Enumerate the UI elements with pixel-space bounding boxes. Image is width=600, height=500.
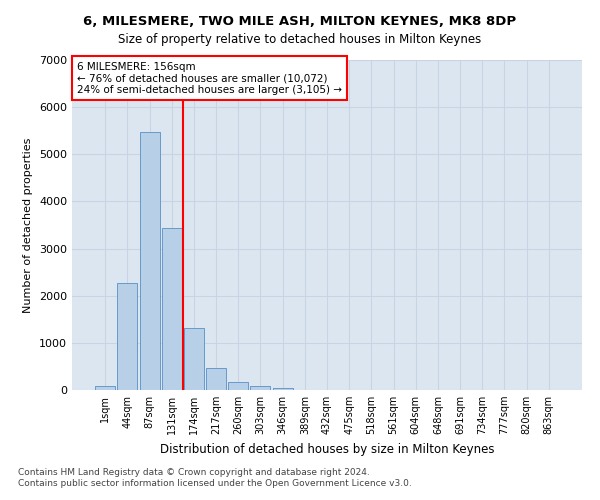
- Bar: [272, 388, 293, 390]
- Text: Size of property relative to detached houses in Milton Keynes: Size of property relative to detached ho…: [118, 32, 482, 46]
- Text: 6 MILESMERE: 156sqm
← 76% of detached houses are smaller (10,072)
24% of semi-de: 6 MILESMERE: 156sqm ← 76% of detached ho…: [77, 62, 342, 95]
- Bar: [184, 328, 204, 390]
- Bar: [162, 228, 182, 390]
- Text: Contains HM Land Registry data © Crown copyright and database right 2024.
Contai: Contains HM Land Registry data © Crown c…: [18, 468, 412, 487]
- Bar: [228, 382, 248, 390]
- Bar: [250, 386, 271, 390]
- Bar: [95, 386, 115, 390]
- Bar: [140, 132, 160, 390]
- Y-axis label: Number of detached properties: Number of detached properties: [23, 138, 34, 312]
- Bar: [118, 282, 137, 390]
- Bar: [206, 368, 226, 390]
- X-axis label: Distribution of detached houses by size in Milton Keynes: Distribution of detached houses by size …: [160, 442, 494, 456]
- Text: 6, MILESMERE, TWO MILE ASH, MILTON KEYNES, MK8 8DP: 6, MILESMERE, TWO MILE ASH, MILTON KEYNE…: [83, 15, 517, 28]
